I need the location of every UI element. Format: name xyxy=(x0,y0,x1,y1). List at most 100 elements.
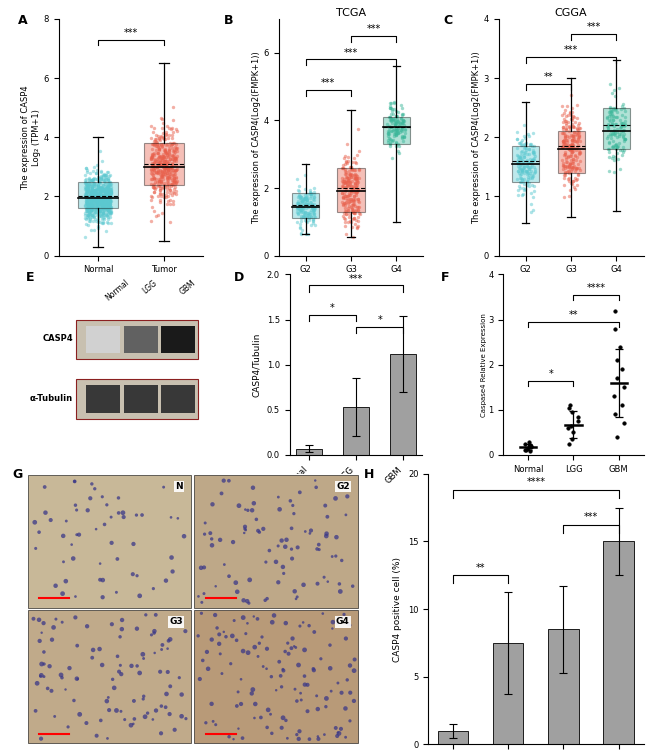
Point xyxy=(160,132,170,144)
Point xyxy=(603,106,614,118)
Point xyxy=(569,111,580,123)
Point xyxy=(83,204,94,216)
Point xyxy=(306,184,316,196)
Point xyxy=(169,169,179,181)
Point xyxy=(384,122,394,134)
Point xyxy=(610,139,621,151)
Point xyxy=(527,204,538,216)
Point xyxy=(103,193,113,205)
Point xyxy=(81,190,92,202)
Point xyxy=(512,174,523,186)
Point xyxy=(88,177,99,189)
Point xyxy=(167,158,177,170)
Point xyxy=(97,155,107,167)
Point xyxy=(103,181,113,193)
Point xyxy=(99,204,109,216)
Point xyxy=(155,175,166,187)
Point xyxy=(98,202,109,214)
Point xyxy=(156,138,166,150)
Point xyxy=(614,82,625,94)
Point xyxy=(106,195,116,207)
Point xyxy=(153,160,163,172)
Point xyxy=(568,120,578,132)
Point xyxy=(296,191,307,203)
Point xyxy=(606,128,617,140)
Point xyxy=(348,193,359,205)
Point xyxy=(86,184,97,196)
Point xyxy=(81,177,91,190)
Point xyxy=(604,143,615,155)
Point xyxy=(344,196,354,208)
Point xyxy=(294,487,305,499)
Point xyxy=(398,119,409,131)
Point xyxy=(396,121,406,133)
Point xyxy=(98,205,109,217)
Bar xyxy=(76,320,198,359)
Point xyxy=(90,214,101,226)
Point xyxy=(80,177,90,189)
Point xyxy=(163,150,174,162)
Point xyxy=(619,381,629,393)
Point xyxy=(153,147,163,159)
Point xyxy=(271,684,281,696)
Point xyxy=(276,722,287,734)
Point xyxy=(386,114,396,126)
Point xyxy=(352,221,362,233)
Point xyxy=(385,125,396,137)
Point xyxy=(350,653,360,666)
Point xyxy=(165,183,176,196)
Point xyxy=(84,206,95,218)
Point xyxy=(105,202,116,214)
Point xyxy=(86,174,96,186)
Point xyxy=(559,168,569,180)
Point xyxy=(161,191,171,203)
Point xyxy=(398,115,409,127)
Point xyxy=(351,157,361,169)
Point xyxy=(88,192,99,204)
Bar xyxy=(28,611,191,743)
Point xyxy=(575,123,585,135)
Point xyxy=(81,186,91,198)
Point xyxy=(294,221,305,233)
Point xyxy=(292,203,303,215)
Point xyxy=(524,177,534,190)
Point xyxy=(296,214,306,226)
Point xyxy=(156,700,166,712)
Point xyxy=(107,537,117,549)
Point xyxy=(148,135,159,147)
Point xyxy=(330,493,341,505)
Point xyxy=(292,206,302,218)
Bar xyxy=(296,449,322,455)
Point xyxy=(60,575,71,587)
Point xyxy=(515,152,526,164)
Point xyxy=(154,176,164,188)
Point xyxy=(100,202,110,214)
Point xyxy=(146,120,156,132)
Point xyxy=(146,151,157,163)
Bar xyxy=(28,475,191,608)
Point xyxy=(148,714,158,726)
Point xyxy=(309,200,319,212)
Bar xyxy=(86,385,120,413)
Bar xyxy=(603,108,630,149)
Point xyxy=(103,199,113,211)
Point xyxy=(564,126,575,138)
Point xyxy=(86,190,96,202)
Point xyxy=(91,188,101,200)
Point xyxy=(309,211,320,223)
Point xyxy=(603,114,614,126)
Point xyxy=(216,487,227,499)
Point xyxy=(514,171,525,183)
Point xyxy=(558,127,568,139)
Point xyxy=(100,169,110,181)
Point xyxy=(84,215,95,227)
Point xyxy=(391,137,401,149)
Point xyxy=(609,120,619,132)
Point xyxy=(292,201,302,213)
Point xyxy=(93,180,103,193)
Point xyxy=(86,209,97,221)
Point xyxy=(82,199,92,211)
Bar xyxy=(86,326,120,353)
Point xyxy=(610,408,620,420)
Text: H: H xyxy=(363,468,374,481)
